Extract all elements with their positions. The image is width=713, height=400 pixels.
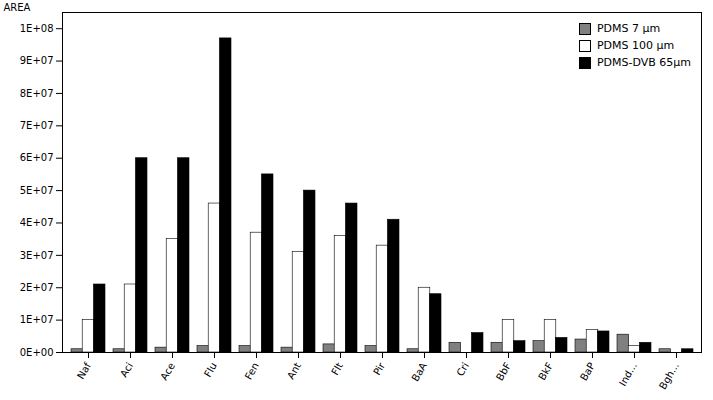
svg-text:BaP: BaP [578,361,597,383]
svg-text:7E+07: 7E+07 [20,120,54,131]
svg-text:4E+07: 4E+07 [20,217,54,228]
svg-text:BkF: BkF [536,360,555,382]
html-text:PDMS 100 μm: PDMS 100 μm [596,39,675,52]
svg-text:AREA: AREA [4,2,31,13]
html-text:PDMS-DVB 65μm: PDMS-DVB 65μm [596,56,691,69]
svg-text:Flt: Flt [329,361,345,377]
svg-text:Ant: Ant [285,361,303,381]
svg-text:BbF: BbF [494,360,513,382]
svg-text:8E+07: 8E+07 [20,88,54,99]
svg-text:Pir: Pir [371,360,387,377]
svg-text:BaA: BaA [410,360,430,383]
svg-text:6E+07: 6E+07 [20,152,54,163]
svg-text:Cri: Cri [455,361,471,379]
svg-text:Bgh...: Bgh... [657,361,681,392]
svg-text:Aci: Aci [118,361,135,379]
svg-text:0E+00: 0E+00 [20,347,54,358]
svg-text:2E+07: 2E+07 [20,282,54,293]
svg-text:Fen: Fen [243,361,261,382]
svg-text:Ind...: Ind... [617,361,639,388]
svg-text:1E+08: 1E+08 [20,23,54,34]
svg-text:Ace: Ace [158,361,177,382]
svg-text:Naf: Naf [75,360,93,381]
svg-text:9E+07: 9E+07 [20,55,54,66]
svg-text:5E+07: 5E+07 [20,185,54,196]
svg-text:3E+07: 3E+07 [20,250,54,261]
svg-text:1E+07: 1E+07 [20,314,54,325]
svg-text:Flu: Flu [202,361,219,379]
html-text:PDMS 7 μm: PDMS 7 μm [596,22,661,35]
